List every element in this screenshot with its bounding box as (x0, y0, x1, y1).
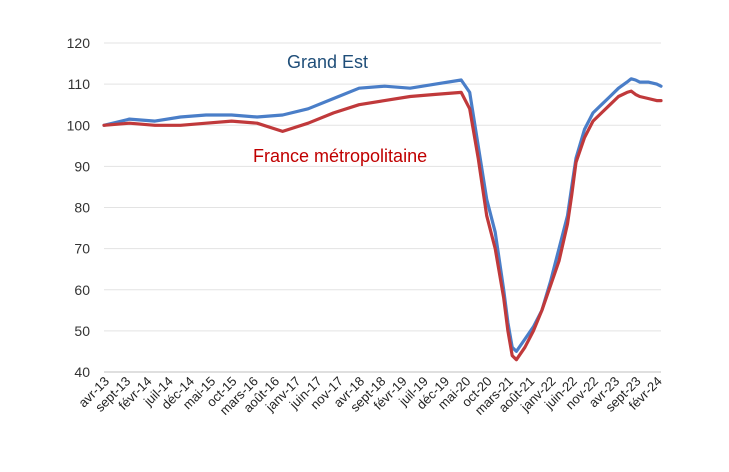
series-label-france-metropolitaine: France métropolitaine (253, 146, 427, 166)
series-line-grand-est (102, 77, 663, 353)
series-label-grand-est: Grand Est (287, 52, 368, 72)
y-gridlines (104, 42, 661, 373)
x-axis-ticks: avr-13sept-13févr-14juil-14déc-14mai-15o… (75, 374, 664, 418)
y-tick-label: 110 (68, 76, 91, 92)
y-tick-label: 50 (74, 323, 90, 339)
y-tick-label: 120 (67, 35, 91, 51)
y-tick-label: 100 (67, 117, 91, 133)
y-tick-label: 90 (74, 158, 90, 174)
series-lines (102, 77, 663, 362)
y-tick-label: 70 (74, 241, 90, 257)
y-tick-label: 60 (74, 282, 90, 298)
series-line-france-metropolitaine (102, 89, 663, 362)
y-tick-label: 40 (74, 364, 90, 380)
y-tick-label: 80 (74, 200, 90, 216)
y-axis-ticks: 40 50 60 70 80 90 100 110 120 (67, 35, 91, 380)
